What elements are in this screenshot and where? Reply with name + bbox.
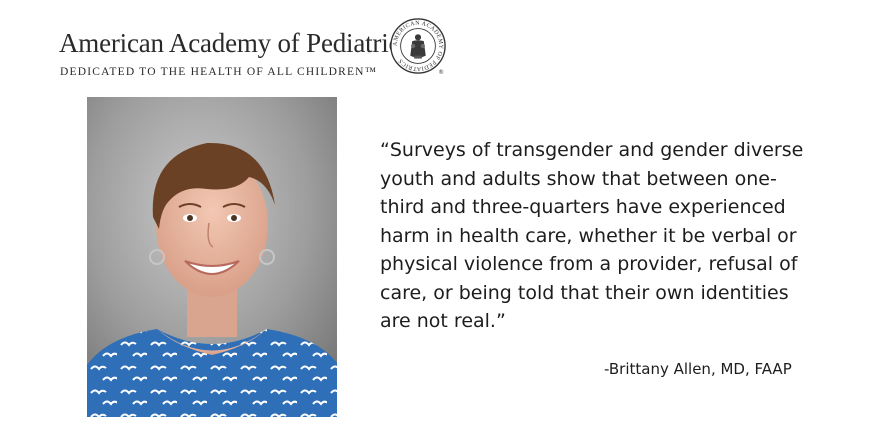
brand-header: American Academy of Pediatrics DEDICATED… xyxy=(0,0,880,90)
quote-attribution: -Brittany Allen, MD, FAAP xyxy=(604,360,792,378)
aap-seal-logo: AMERICAN ACADEMY OF PEDIATRICS ® xyxy=(390,18,446,75)
registered-mark: ® xyxy=(438,69,444,75)
org-tagline: DEDICATED TO THE HEALTH OF ALL CHILDREN™ xyxy=(60,66,378,78)
org-name: American Academy of Pediatrics xyxy=(59,28,411,58)
quote-block: “Surveys of transgender and gender diver… xyxy=(380,136,850,346)
quote-text: “Surveys of transgender and gender diver… xyxy=(380,139,804,332)
portrait-photo xyxy=(87,97,337,417)
